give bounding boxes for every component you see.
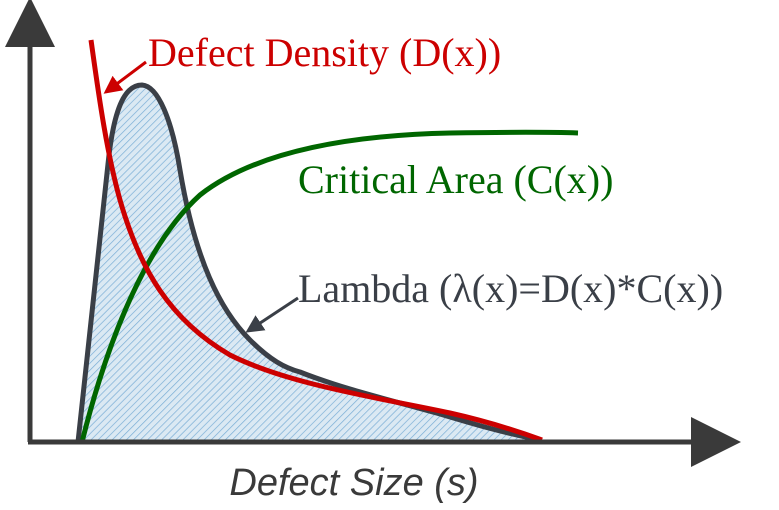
defect-density-callout-arrow xyxy=(103,60,147,94)
lambda-callout-arrow xyxy=(245,296,299,333)
lambda-curve xyxy=(75,82,541,443)
critical-area-label: Critical Area (C(x)) xyxy=(298,157,613,202)
defect-density-label: Defect Density (D(x)) xyxy=(148,30,501,75)
lambda-area-fill xyxy=(78,85,540,442)
x-axis-label: Defect Size (s) xyxy=(229,462,478,504)
critical-area-curve xyxy=(79,129,579,443)
defect-density-curve xyxy=(88,39,543,443)
lambda-label: Lambda (λ(x)=D(x)*C(x)) xyxy=(298,266,723,311)
